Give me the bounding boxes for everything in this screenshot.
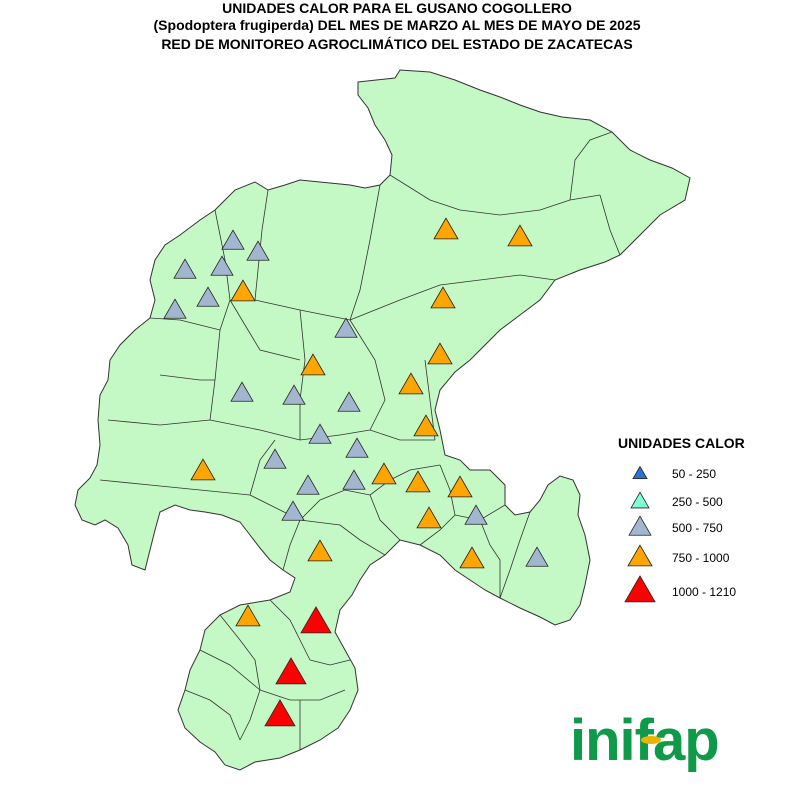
station-marker-triangle-icon <box>371 462 397 485</box>
station-marker-triangle-icon <box>464 504 488 525</box>
legend-item-label: 500 - 750 <box>672 521 723 535</box>
legend-title: UNIDADES CALOR <box>618 435 745 451</box>
station-marker-triangle-icon <box>210 255 234 276</box>
station-marker-triangle-icon <box>190 458 216 481</box>
zacatecas-state-map <box>74 69 691 771</box>
legend-swatch-triangle-icon <box>630 491 650 509</box>
station-marker-triangle-icon <box>337 391 361 412</box>
legend-item-label: 750 - 1000 <box>672 551 730 565</box>
station-marker-triangle-icon <box>413 414 439 437</box>
station-marker-triangle-icon <box>342 469 366 490</box>
legend-swatch-triangle-icon <box>624 575 656 603</box>
legend-swatch-triangle-icon <box>627 544 653 567</box>
inifap-logo-swoosh-icon <box>641 736 661 744</box>
station-marker-triangle-icon <box>221 229 245 250</box>
legend-item-label: 1000 - 1210 <box>672 585 736 599</box>
station-marker-triangle-icon <box>433 217 459 240</box>
legend-item-label: 50 - 250 <box>672 467 716 481</box>
station-marker-triangle-icon <box>525 546 549 567</box>
station-marker-triangle-icon <box>300 353 326 376</box>
station-marker-triangle-icon <box>398 372 424 395</box>
station-marker-triangle-icon <box>230 381 254 402</box>
station-marker-triangle-icon <box>282 384 306 405</box>
station-marker-triangle-icon <box>230 279 256 302</box>
station-marker-triangle-icon <box>427 342 453 365</box>
station-marker-triangle-icon <box>246 240 270 261</box>
station-markers <box>163 217 549 727</box>
station-marker-triangle-icon <box>296 474 320 495</box>
inifap-logo: inifap <box>570 708 720 773</box>
station-marker-triangle-icon <box>405 470 431 493</box>
legend: UNIDADES CALOR 50 - 250 250 - 500 500 - 75… <box>618 435 745 603</box>
station-marker-triangle-icon <box>307 539 333 562</box>
station-marker-triangle-icon <box>430 286 456 309</box>
station-marker-triangle-icon <box>308 423 332 444</box>
legend-swatch-triangle-icon <box>628 515 652 536</box>
station-marker-triangle-icon <box>235 604 261 627</box>
station-marker-triangle-icon <box>334 317 358 338</box>
map-title-line-2: (Spodoptera frugiperda) DEL MES DE MARZO… <box>154 17 641 33</box>
map-title-line-1: UNIDADES CALOR PARA EL GUSANO COGOLLERO <box>222 0 572 16</box>
station-marker-triangle-icon <box>507 224 533 247</box>
station-marker-triangle-icon <box>163 298 187 319</box>
station-marker-triangle-icon <box>275 657 307 685</box>
map-title-line-3: RED DE MONITOREO AGROCLIMÁTICO DEL ESTAD… <box>161 36 632 52</box>
legend-item-label: 250 - 500 <box>672 495 723 509</box>
station-marker-triangle-icon <box>196 286 220 307</box>
station-marker-triangle-icon <box>459 546 485 569</box>
station-marker-triangle-icon <box>263 448 287 469</box>
station-marker-triangle-icon <box>447 475 473 498</box>
station-marker-triangle-icon <box>345 437 369 458</box>
legend-swatch-triangle-icon <box>632 465 648 480</box>
station-marker-triangle-icon <box>173 258 197 279</box>
station-marker-triangle-icon <box>300 606 332 634</box>
station-marker-triangle-icon <box>416 506 442 529</box>
station-marker-triangle-icon <box>264 699 296 727</box>
station-marker-triangle-icon <box>281 500 305 521</box>
state-outline <box>74 69 691 771</box>
